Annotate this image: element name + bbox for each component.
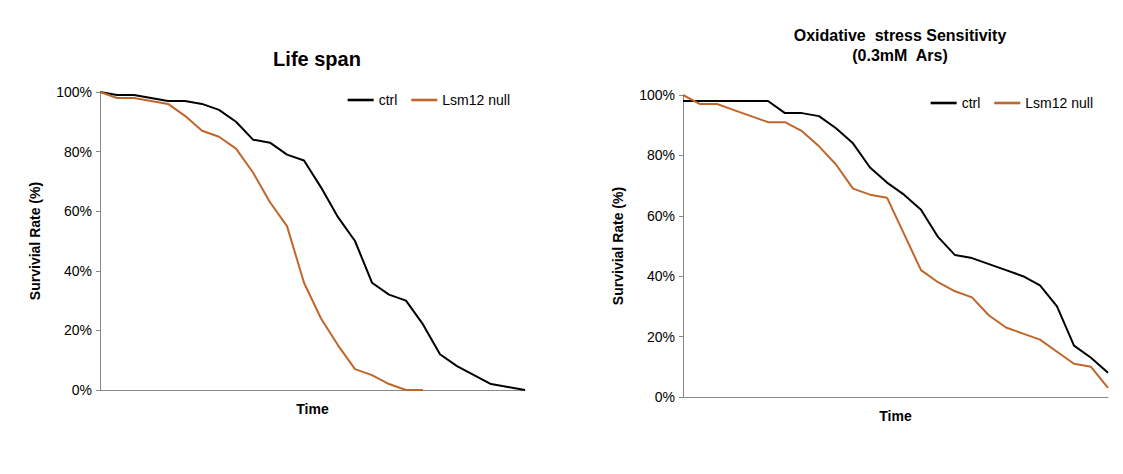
svg-text:80%: 80% (647, 147, 675, 163)
svg-text:100%: 100% (56, 84, 92, 100)
svg-text:ctrl: ctrl (962, 95, 981, 111)
svg-text:Oxidative stress Sensitivity: Oxidative stress Sensitivity (794, 27, 1007, 44)
svg-text:60%: 60% (647, 208, 675, 224)
svg-text:Time: Time (296, 401, 329, 417)
svg-text:20%: 20% (647, 329, 675, 345)
svg-text:40%: 40% (647, 268, 675, 284)
svg-text:(0.3mM Ars): (0.3mM Ars) (852, 47, 947, 64)
svg-text:40%: 40% (64, 263, 92, 279)
svg-text:Survivial Rate (%): Survivial Rate (%) (27, 182, 43, 300)
svg-text:Life span: Life span (273, 48, 361, 70)
svg-text:80%: 80% (64, 144, 92, 160)
svg-text:100%: 100% (639, 87, 675, 103)
svg-text:60%: 60% (64, 203, 92, 219)
svg-text:Time: Time (879, 408, 912, 424)
svg-text:0%: 0% (72, 382, 92, 398)
svg-text:ctrl: ctrl (379, 92, 398, 108)
svg-text:Lsm12 null: Lsm12 null (1025, 95, 1093, 111)
svg-text:Survivial Rate (%): Survivial Rate (%) (610, 187, 626, 305)
svg-text:Lsm12 null: Lsm12 null (442, 92, 510, 108)
svg-text:20%: 20% (64, 322, 92, 338)
svg-text:0%: 0% (655, 389, 675, 405)
